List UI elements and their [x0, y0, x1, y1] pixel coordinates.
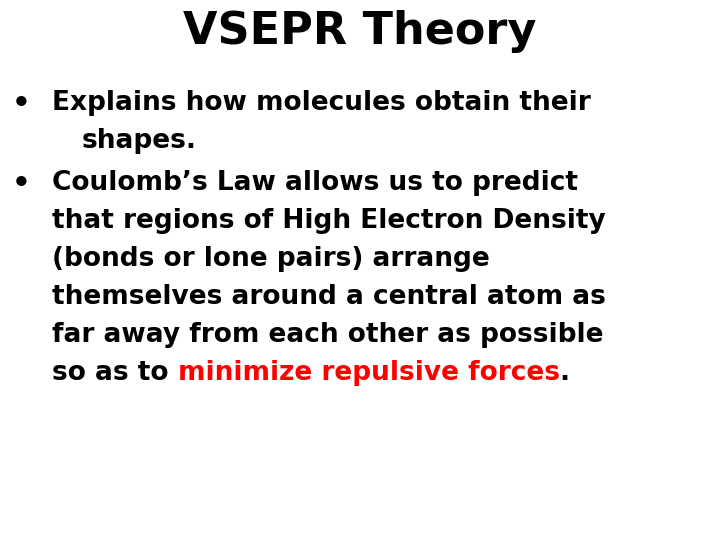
Text: .: . — [559, 360, 570, 386]
Text: VSEPR Theory: VSEPR Theory — [184, 10, 536, 53]
Text: Explains how molecules obtain their: Explains how molecules obtain their — [52, 90, 590, 116]
Text: Coulomb’s Law allows us to predict: Coulomb’s Law allows us to predict — [52, 170, 578, 196]
Text: shapes.: shapes. — [82, 128, 197, 154]
Text: (bonds or lone pairs) arrange: (bonds or lone pairs) arrange — [52, 246, 490, 272]
Text: themselves around a central atom as: themselves around a central atom as — [52, 284, 606, 310]
Text: •: • — [12, 170, 31, 198]
Text: minimize repulsive forces: minimize repulsive forces — [178, 360, 559, 386]
Text: that regions of High Electron Density: that regions of High Electron Density — [52, 208, 606, 234]
Text: so as to: so as to — [52, 360, 178, 386]
Text: •: • — [12, 90, 31, 118]
Text: far away from each other as possible: far away from each other as possible — [52, 322, 603, 348]
